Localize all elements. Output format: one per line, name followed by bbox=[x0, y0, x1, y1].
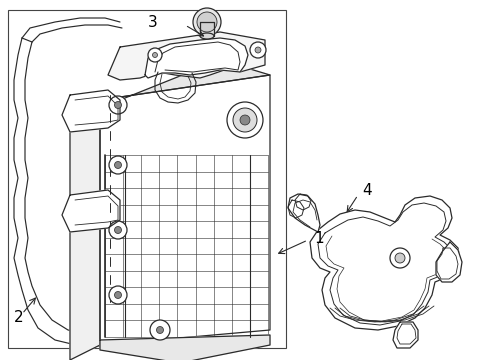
Text: 3: 3 bbox=[148, 14, 158, 30]
Circle shape bbox=[255, 47, 261, 53]
Polygon shape bbox=[62, 90, 120, 132]
Polygon shape bbox=[100, 335, 270, 360]
Polygon shape bbox=[145, 38, 248, 78]
Circle shape bbox=[152, 53, 157, 58]
Polygon shape bbox=[436, 242, 462, 282]
Circle shape bbox=[109, 286, 127, 304]
Polygon shape bbox=[200, 22, 214, 36]
Text: 1: 1 bbox=[314, 230, 323, 246]
Circle shape bbox=[115, 102, 122, 108]
Circle shape bbox=[250, 42, 266, 58]
Polygon shape bbox=[108, 32, 265, 80]
Circle shape bbox=[193, 8, 221, 36]
Circle shape bbox=[156, 327, 164, 333]
Text: 4: 4 bbox=[362, 183, 371, 198]
Polygon shape bbox=[62, 190, 120, 232]
Polygon shape bbox=[310, 196, 460, 330]
Circle shape bbox=[115, 292, 122, 298]
Polygon shape bbox=[70, 60, 270, 120]
Circle shape bbox=[109, 96, 127, 114]
Ellipse shape bbox=[200, 33, 214, 39]
Circle shape bbox=[197, 12, 217, 32]
Bar bbox=[8, 10, 286, 348]
Circle shape bbox=[227, 102, 263, 138]
Circle shape bbox=[115, 226, 122, 234]
Circle shape bbox=[395, 253, 405, 263]
Circle shape bbox=[148, 48, 162, 62]
Circle shape bbox=[240, 115, 250, 125]
Polygon shape bbox=[70, 100, 100, 360]
Circle shape bbox=[109, 156, 127, 174]
Polygon shape bbox=[288, 194, 320, 232]
Text: 2: 2 bbox=[14, 310, 24, 325]
Circle shape bbox=[109, 221, 127, 239]
Circle shape bbox=[150, 320, 170, 340]
Circle shape bbox=[390, 248, 410, 268]
Polygon shape bbox=[100, 75, 270, 345]
Polygon shape bbox=[393, 322, 418, 348]
Circle shape bbox=[115, 162, 122, 168]
Circle shape bbox=[233, 108, 257, 132]
